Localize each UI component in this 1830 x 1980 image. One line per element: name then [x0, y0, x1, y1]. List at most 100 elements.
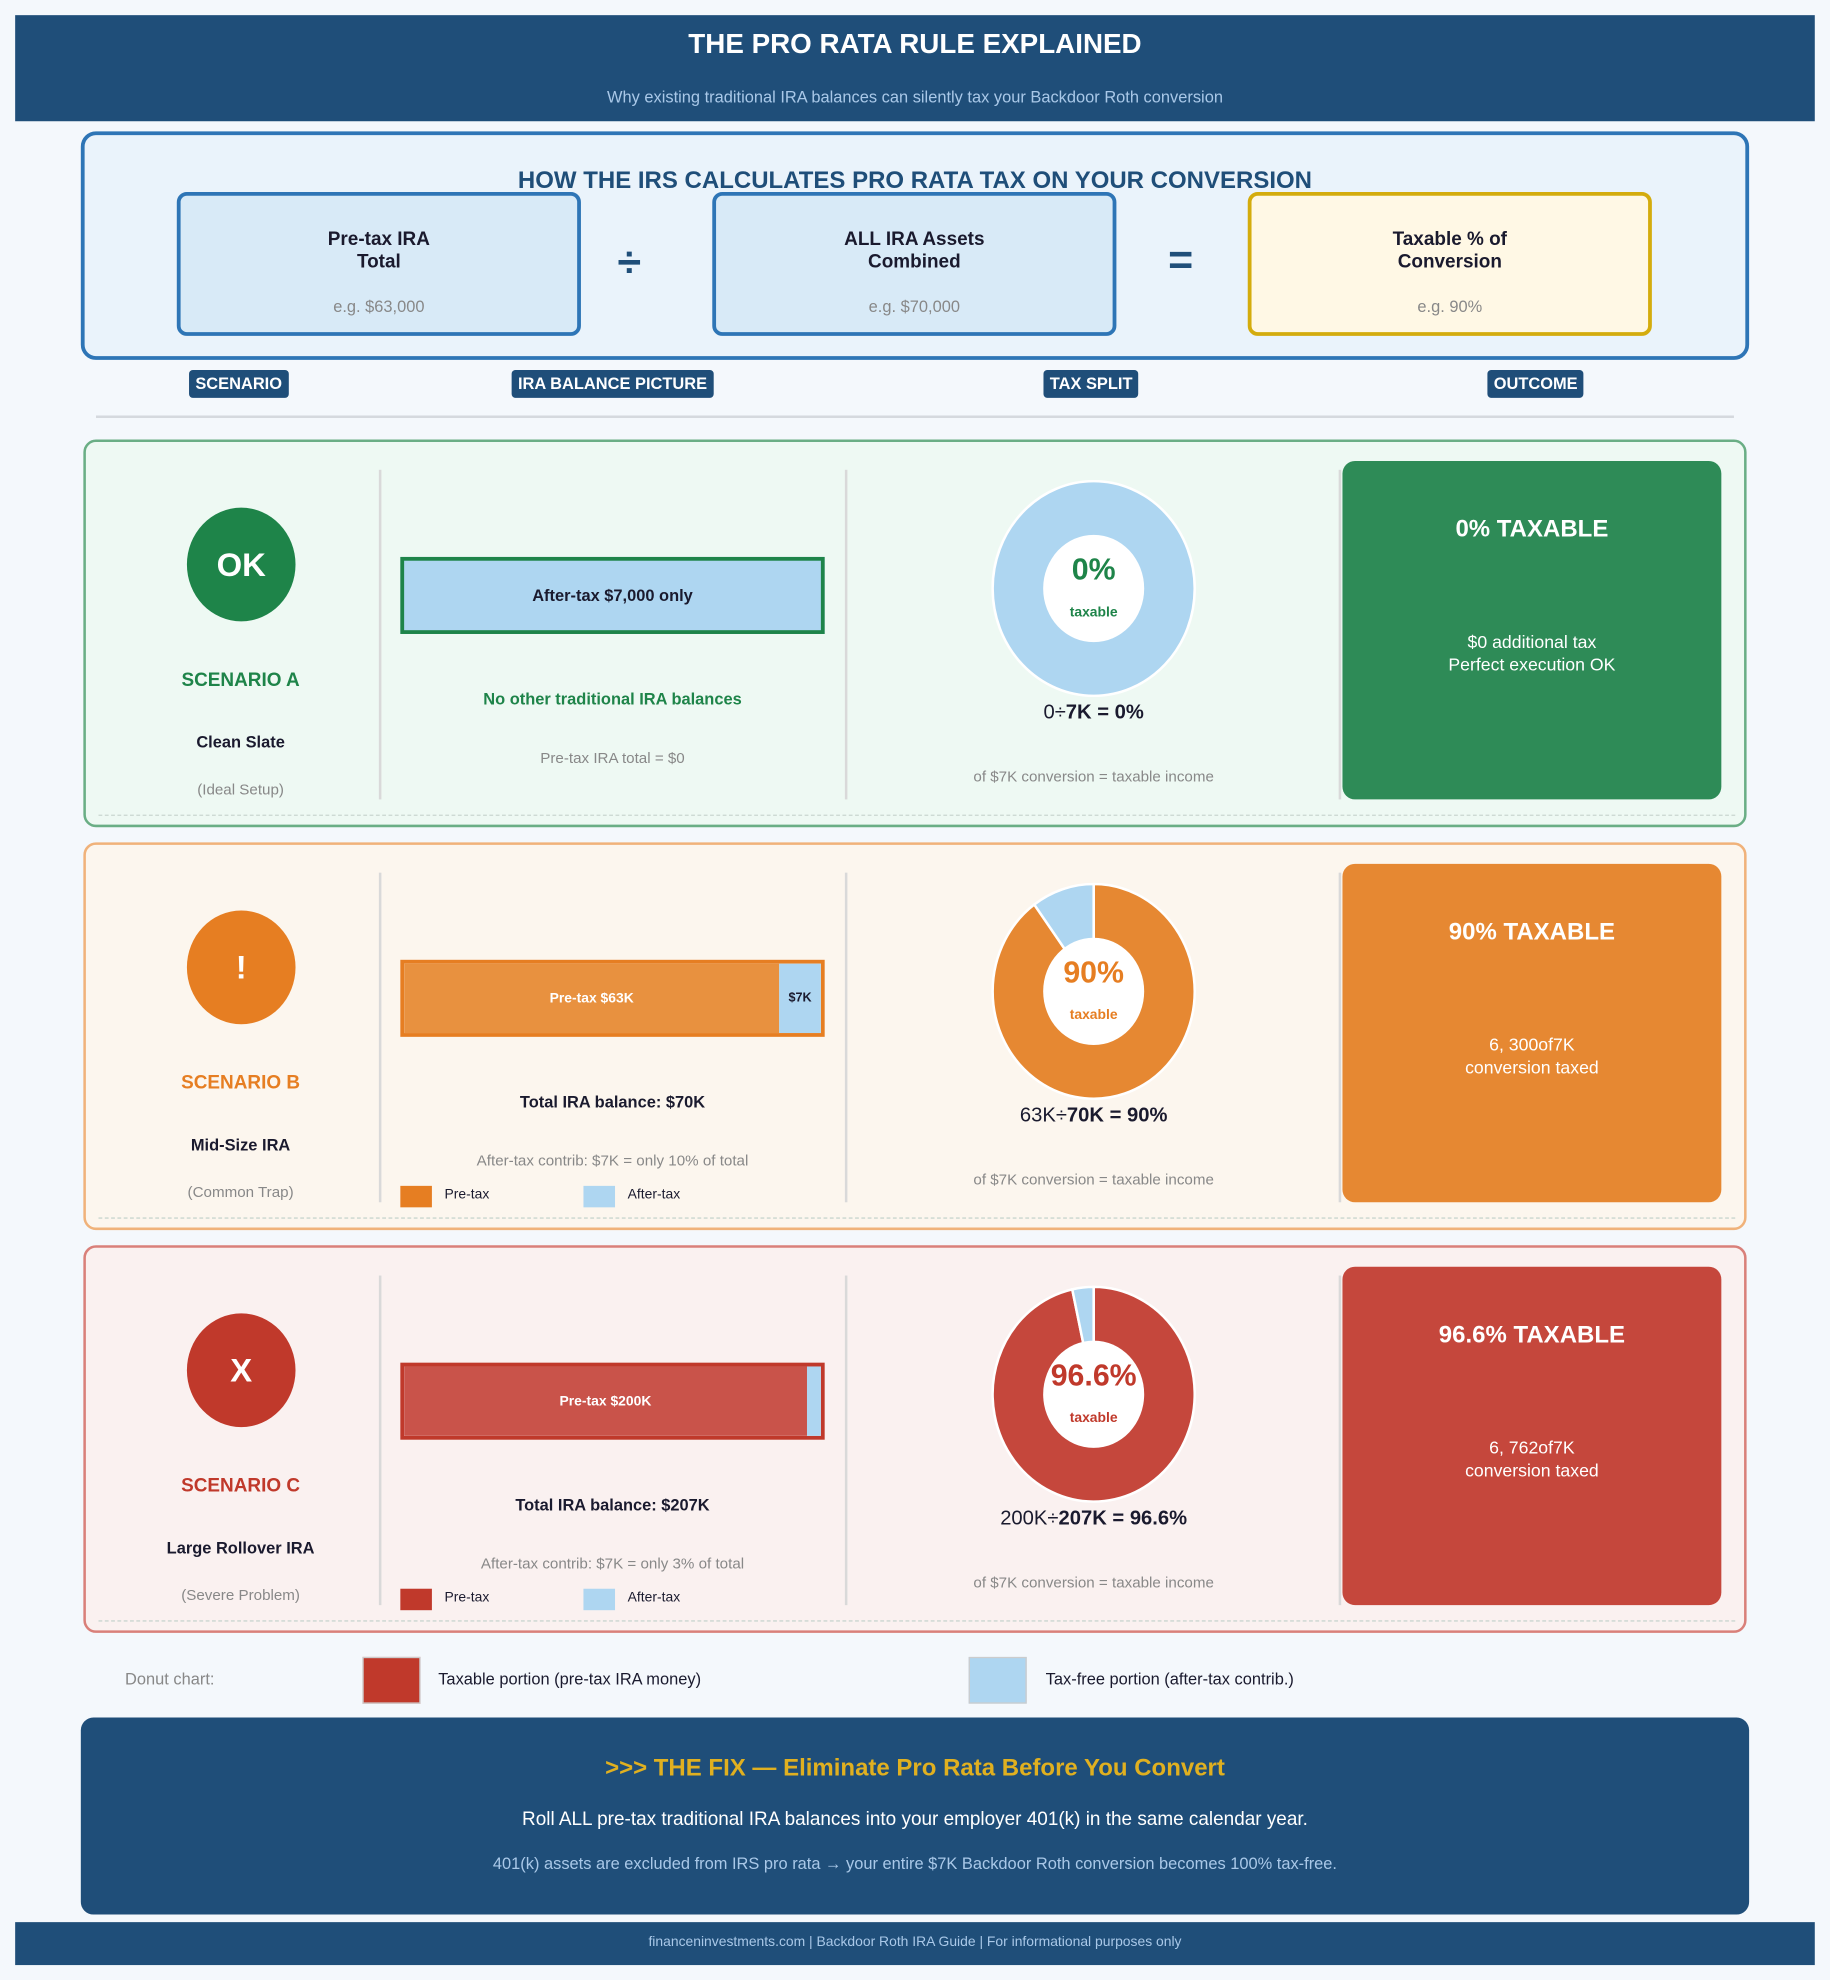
- column-divider: [1338, 872, 1342, 1203]
- formula-note: of $7K conversion = taxable income: [973, 1170, 1214, 1189]
- outcome-card: 0% TAXABLE $0 additional tax Perfect exe…: [1342, 460, 1722, 800]
- fix-title: >>> THE FIX — Eliminate Pro Rata Before …: [605, 1755, 1225, 1782]
- status-icon: X: [186, 1313, 296, 1428]
- bar-segment-aftertax: [806, 1366, 821, 1436]
- scenario-name: Mid-Size IRA: [190, 1135, 291, 1155]
- outcome-line: 6, 762of7K: [1489, 1437, 1575, 1458]
- outcome-line: conversion taxed: [1465, 1459, 1599, 1481]
- formula-box-example: e.g. 90%: [1417, 296, 1483, 316]
- scenario-note: (Severe Problem): [181, 1586, 300, 1604]
- scenario-note: (Common Trap): [187, 1183, 294, 1202]
- bar-segment-pretax: Pre-tax $63K: [404, 963, 780, 1034]
- outcome-card: 90% TAXABLE 6, 300of7K conversion taxed: [1342, 863, 1722, 1203]
- formula-box-label: Combined: [868, 251, 961, 273]
- formula-box-label: Conversion: [1397, 251, 1502, 273]
- dashed-divider: [98, 814, 1736, 816]
- legend-label-pretax: Pre-tax: [444, 1187, 490, 1203]
- donut-caption: taxable: [1069, 604, 1118, 621]
- formula-box-all-assets: ALL IRA Assets Combined e.g. $70,000: [712, 191, 1117, 336]
- balance-headline: Total IRA balance: $70K: [519, 1092, 706, 1112]
- divide-icon: ÷: [617, 238, 642, 287]
- column-header-balance: IRA BALANCE PICTURE: [511, 370, 714, 398]
- formula-box-label: Taxable % of: [1392, 228, 1508, 251]
- dashed-divider: [98, 1217, 1736, 1219]
- balance-detail: After-tax contrib: $7K = only 3% of tota…: [480, 1554, 745, 1573]
- balance-bar: Pre-tax $200K: [400, 1362, 825, 1440]
- donut-caption: taxable: [1069, 1410, 1118, 1426]
- formula-result: 7K = 0%: [1065, 702, 1144, 724]
- header-banner: THE PRO RATA RULE EXPLAINED Why existing…: [15, 15, 1815, 122]
- formula-box-example: e.g. $70,000: [868, 296, 960, 316]
- legend-label-pretax: Pre-tax: [444, 1589, 490, 1606]
- scenario-label: SCENARIO C: [181, 1475, 301, 1497]
- scenario-label: SCENARIO B: [181, 1072, 301, 1094]
- scenario-panel: ! SCENARIO B Mid-Size IRA (Common Trap) …: [83, 842, 1747, 1231]
- formula-box-example: e.g. $63,000: [333, 296, 425, 316]
- footer-text: financeninvestments.com | Backdoor Roth …: [648, 1934, 1182, 1950]
- scenario-label: SCENARIO A: [181, 669, 300, 691]
- tax-split-donut: [991, 1285, 1196, 1503]
- legend-label: Donut chart:: [125, 1669, 215, 1689]
- bar-segment-pretax: Pre-tax $200K: [404, 1366, 807, 1436]
- fix-callout: >>> THE FIX — Eliminate Pro Rata Before …: [80, 1717, 1750, 1915]
- column-divider: [844, 872, 848, 1203]
- fix-line-2: 401(k) assets are excluded from IRS pro …: [492, 1853, 1338, 1873]
- balance-detail: Pre-tax IRA total = $0: [540, 748, 685, 767]
- column-divider: [378, 469, 382, 800]
- scenario-note: (Ideal Setup): [197, 780, 284, 799]
- formula-box-pretax: Pre-tax IRA Total e.g. $63,000: [176, 191, 581, 336]
- outcome-line: 6, 300of7K: [1489, 1034, 1575, 1055]
- column-divider: [378, 872, 382, 1203]
- formula-box-taxable-pct: Taxable % of Conversion e.g. 90%: [1247, 191, 1652, 336]
- dashed-divider: [98, 1620, 1736, 1622]
- status-icon: !: [186, 910, 296, 1025]
- column-header-scenario: SCENARIO: [189, 370, 289, 398]
- donut-percent: 96.6%: [1050, 1358, 1137, 1393]
- legend-label-aftertax: After-tax: [627, 1187, 681, 1203]
- donut-hole: [1043, 937, 1145, 1046]
- outcome-title: 0% TAXABLE: [1455, 516, 1609, 544]
- column-header-outcome: OUTCOME: [1487, 370, 1584, 398]
- donut-percent: 0%: [1071, 553, 1116, 588]
- donut-slice-taxable: [991, 882, 1196, 1100]
- balance-bar: After-tax $7,000 only: [400, 556, 825, 634]
- legend-text-taxable: Taxable portion (pre-tax IRA money): [438, 1669, 702, 1689]
- scenario-panel: X SCENARIO C Large Rollover IRA (Severe …: [83, 1245, 1747, 1633]
- formula-result: 207K = 96.6%: [1058, 1507, 1188, 1530]
- outcome-line: conversion taxed: [1465, 1057, 1599, 1078]
- donut-percent: 90%: [1063, 956, 1125, 991]
- scenario-name: Large Rollover IRA: [166, 1538, 315, 1558]
- pro-rata-formula: 0÷7K = 0%: [841, 702, 1346, 725]
- legend-swatch-taxfree: [968, 1656, 1027, 1704]
- outcome-line: $0 additional tax: [1467, 631, 1597, 652]
- column-header-tax-split: TAX SPLIT: [1043, 370, 1139, 398]
- fix-line-1: Roll ALL pre-tax traditional IRA balance…: [522, 1808, 1308, 1830]
- outcome-card: 96.6% TAXABLE 6, 762of7K conversion taxe…: [1342, 1266, 1722, 1606]
- formula-box-label: Pre-tax IRA: [327, 228, 430, 251]
- formula-part: 63K÷: [1019, 1105, 1067, 1127]
- legend-label-aftertax: After-tax: [627, 1589, 681, 1606]
- bar-segment-aftertax: $7K: [779, 963, 821, 1034]
- donut-hole: [1043, 534, 1145, 643]
- equals-icon: =: [1168, 236, 1194, 285]
- outcome-title: 96.6% TAXABLE: [1438, 1322, 1626, 1349]
- legend-swatch-aftertax: [583, 1185, 616, 1208]
- balance-headline: Total IRA balance: $207K: [515, 1495, 710, 1515]
- balance-bar: Pre-tax $63K $7K: [400, 959, 825, 1037]
- column-divider: [844, 1275, 848, 1606]
- column-divider: [1338, 1275, 1342, 1606]
- donut-caption: taxable: [1069, 1007, 1118, 1023]
- formula-box-label: ALL IRA Assets: [844, 228, 985, 251]
- formula-result: 70K = 90%: [1066, 1105, 1168, 1127]
- page-subtitle: Why existing traditional IRA balances ca…: [606, 87, 1223, 107]
- formula-part: 200K÷: [1000, 1507, 1059, 1530]
- pro-rata-formula: 200K÷207K = 96.6%: [841, 1508, 1346, 1531]
- formula-note: of $7K conversion = taxable income: [973, 1573, 1214, 1592]
- scenario-name: Clean Slate: [196, 732, 285, 752]
- balance-headline: No other traditional IRA balances: [483, 689, 742, 709]
- pro-rata-formula: 63K÷70K = 90%: [841, 1105, 1346, 1128]
- outcome-title: 90% TAXABLE: [1448, 919, 1616, 946]
- legend-swatch-pretax: [400, 1185, 432, 1208]
- column-divider: [844, 469, 848, 800]
